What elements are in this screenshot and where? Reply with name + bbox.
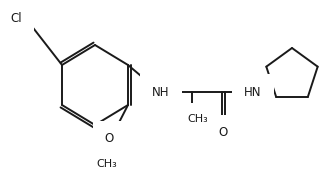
- Text: O: O: [104, 132, 114, 146]
- Text: HN: HN: [244, 86, 262, 98]
- Text: Cl: Cl: [11, 11, 22, 24]
- Text: CH₃: CH₃: [97, 159, 117, 169]
- Text: O: O: [219, 127, 228, 139]
- Text: NH: NH: [152, 86, 170, 98]
- Text: CH₃: CH₃: [188, 114, 208, 124]
